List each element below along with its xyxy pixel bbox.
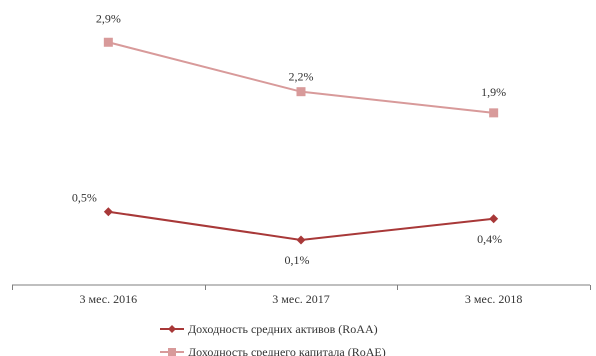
data-point xyxy=(296,235,306,245)
legend-marker xyxy=(168,325,176,333)
legend-label: Доходность средних активов (RoAA) xyxy=(188,322,378,336)
x-tick-label: 3 мес. 2016 xyxy=(80,292,138,306)
x-tick-label: 3 мес. 2018 xyxy=(465,292,523,306)
legend-marker xyxy=(168,348,176,356)
x-axis-ticks: 3 мес. 2016 3 мес. 2017 3 мес. 2018 xyxy=(12,285,591,306)
data-point xyxy=(103,37,113,47)
data-label: 0,4% xyxy=(477,232,502,246)
legend: Доходность средних активов (RoAA) Доходно… xyxy=(160,322,386,356)
legend-entry: Доходность средних активов (RoAA) xyxy=(160,322,378,336)
data-label: 0,1% xyxy=(285,253,310,267)
series-2: 2,9% 2,2% 1,9% xyxy=(96,11,506,118)
data-label: 2,2% xyxy=(289,70,314,84)
data-point xyxy=(489,108,499,118)
plot-area: 0,5% 0,1% 0,4% 2,9% 2,2% 1,9% xyxy=(72,11,506,267)
data-label: 1,9% xyxy=(481,85,506,99)
series-1: 0,5% 0,1% 0,4% xyxy=(72,191,502,267)
data-label: 2,9% xyxy=(96,11,121,25)
x-tick-label: 3 мес. 2017 xyxy=(272,292,330,306)
data-label: 0,5% xyxy=(72,191,97,205)
legend-entry: Доходность среднего капитала (RoAE) xyxy=(160,345,386,356)
data-point xyxy=(103,207,113,217)
data-point xyxy=(296,87,306,97)
legend-label: Доходность среднего капитала (RoAE) xyxy=(188,345,386,356)
data-point xyxy=(489,214,499,224)
